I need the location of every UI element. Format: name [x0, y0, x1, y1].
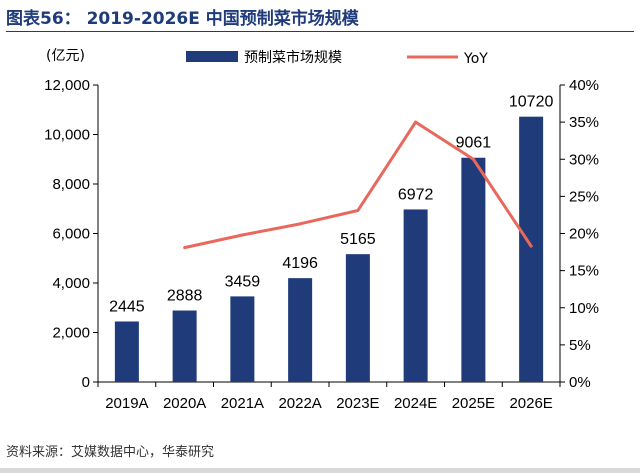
- bar-data-label: 2888: [167, 288, 203, 305]
- bar-data-label: 10720: [509, 94, 554, 111]
- bar-2025E: [461, 157, 486, 382]
- bar-2020A: [172, 310, 197, 382]
- source-note: 资料来源：艾媒数据中心，华泰研究: [6, 445, 215, 460]
- y2-tick-label: 0%: [569, 374, 591, 391]
- bar-2021A: [230, 296, 255, 382]
- chart-title: 图表56： 2019-2026E 中国预制菜市场规模: [6, 9, 359, 29]
- bar-data-label: 6972: [398, 186, 434, 203]
- bar-data-label: 9061: [456, 135, 492, 152]
- yoy-point-2020A: [183, 246, 187, 250]
- y-tick-label: 0: [82, 374, 90, 391]
- y2-tick-label: 25%: [569, 188, 599, 205]
- x-tick-label: 2020A: [163, 395, 206, 412]
- bar-2026E: [519, 116, 544, 383]
- y-tick-label: 2,000: [52, 325, 90, 342]
- bar-2022A: [288, 278, 313, 382]
- legend-label-line: YoY: [463, 51, 488, 67]
- x-tick-label: 2022A: [278, 395, 321, 412]
- yoy-point-2022A: [298, 222, 302, 226]
- y-axis-unit: (亿元): [46, 48, 85, 64]
- bar-data-label: 2445: [109, 298, 145, 315]
- yoy-point-2025E: [471, 157, 475, 161]
- x-tick-label: 2021A: [221, 395, 264, 412]
- legend-swatch-bars: [186, 51, 238, 62]
- yoy-point-2024E: [414, 120, 418, 124]
- y-tick-label: 8,000: [52, 176, 90, 193]
- y-tick-label: 10,000: [44, 127, 90, 144]
- y-tick-label: 4,000: [52, 275, 90, 292]
- x-tick-label: 2026E: [509, 395, 552, 412]
- title-divider: [6, 31, 634, 32]
- yoy-point-2021A: [240, 233, 244, 237]
- y2-tick-label: 35%: [569, 114, 599, 131]
- y2-tick-label: 20%: [569, 226, 599, 243]
- y-tick-label: 12,000: [44, 77, 90, 94]
- y2-tick-label: 40%: [569, 77, 599, 94]
- x-tick-label: 2023E: [336, 395, 379, 412]
- x-tick-label: 2025E: [452, 395, 495, 412]
- y2-tick-label: 15%: [569, 263, 599, 280]
- y-tick-label: 6,000: [52, 226, 90, 243]
- legend-label-bars: 预制菜市场规模: [244, 49, 342, 66]
- bar-data-label: 4196: [282, 255, 318, 272]
- y2-tick-label: 5%: [569, 337, 591, 354]
- x-tick-label: 2019A: [105, 395, 148, 412]
- bar-data-label: 5165: [340, 231, 376, 248]
- y2-tick-label: 10%: [569, 300, 599, 317]
- yoy-point-2026E: [529, 244, 533, 248]
- x-tick-label: 2024E: [394, 395, 437, 412]
- bottom-divider: [0, 468, 640, 473]
- bar-2024E: [403, 209, 428, 382]
- bar-data-label: 3459: [225, 273, 261, 290]
- y2-tick-label: 30%: [569, 151, 599, 168]
- bar-2023E: [345, 254, 370, 382]
- bar-2019A: [114, 321, 139, 382]
- yoy-point-2023E: [356, 208, 360, 212]
